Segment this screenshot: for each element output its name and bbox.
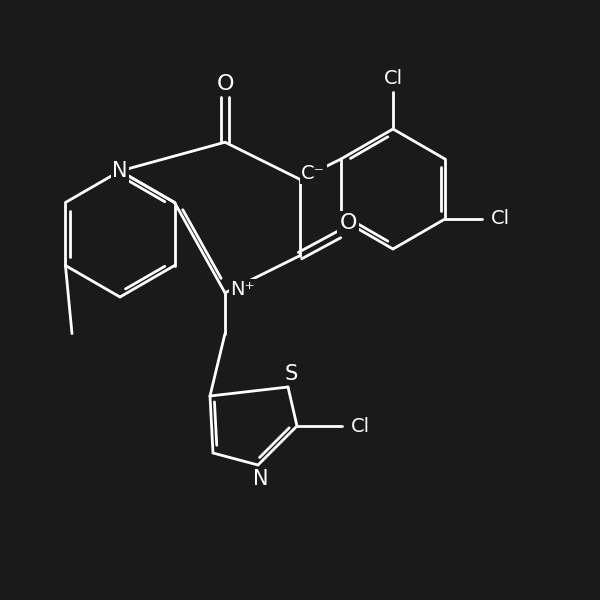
Text: S: S — [284, 364, 298, 384]
Text: C⁻: C⁻ — [301, 164, 325, 183]
Text: N: N — [253, 469, 269, 489]
Text: N⁺: N⁺ — [230, 280, 256, 299]
Text: O: O — [339, 212, 357, 233]
Text: Cl: Cl — [383, 69, 403, 88]
Text: O: O — [216, 74, 234, 94]
Text: Cl: Cl — [491, 209, 510, 229]
Text: Cl: Cl — [350, 416, 370, 436]
Text: N: N — [112, 161, 128, 181]
